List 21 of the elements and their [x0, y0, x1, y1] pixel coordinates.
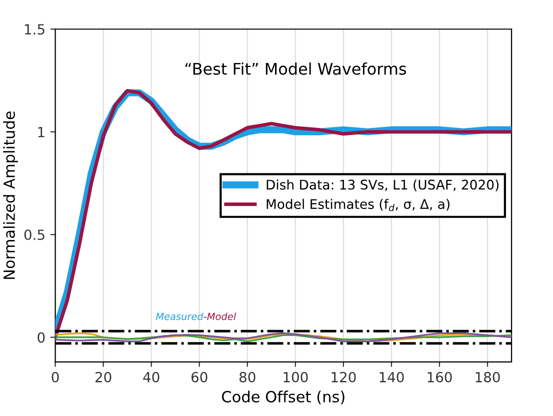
- x-tick-label: 160: [428, 372, 452, 382]
- x-tick-label: 180: [476, 372, 500, 382]
- text: “Best Fit” Model Waveforms: [185, 62, 406, 75]
- annotation: Measured: [156, 312, 204, 320]
- x-tick-label: 120: [332, 372, 356, 382]
- legend-label: Dish Data: 13 SVs, L1 (USAF, 2020): [266, 179, 499, 192]
- x-tick-label: 20: [96, 372, 112, 382]
- x-tick-label: 80: [240, 372, 256, 382]
- y-axis-title: Normalized Amplitude: [3, 111, 18, 279]
- y-tick-label: 1: [38, 126, 44, 138]
- y-tick-label: 1.5: [25, 24, 44, 35]
- x-tick-label: 140: [380, 372, 404, 382]
- x-tick-label: 40: [143, 372, 160, 382]
- annotation: -Model: [204, 312, 236, 320]
- y-tick-label: 0.5: [24, 230, 44, 240]
- x-tick-label: 100: [284, 372, 308, 382]
- x-tick-label: 60: [192, 372, 208, 382]
- x-axis-title: Code Offset (ns): [222, 390, 344, 404]
- y-tick-label: 0: [38, 332, 45, 343]
- legend-label: Model Estimates (f$_{d}$, σ, Δ, a): [266, 198, 450, 212]
- x-tick-label: 0: [52, 372, 59, 382]
